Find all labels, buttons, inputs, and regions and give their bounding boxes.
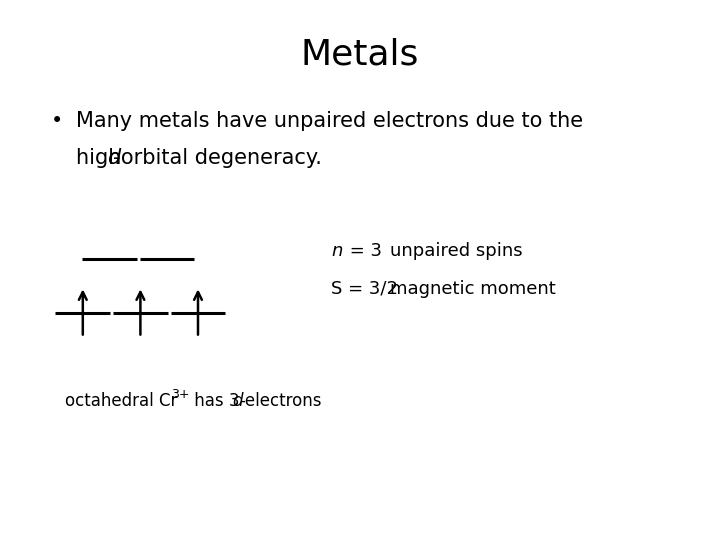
Text: n: n — [331, 242, 343, 260]
Text: -electrons: -electrons — [239, 393, 322, 410]
Text: •: • — [50, 111, 63, 131]
Text: d: d — [232, 393, 243, 410]
Text: d: d — [107, 148, 120, 168]
Text: high: high — [76, 148, 127, 168]
Text: unpaired spins: unpaired spins — [390, 242, 523, 260]
Text: -orbital degeneracy.: -orbital degeneracy. — [113, 148, 322, 168]
Text: Many metals have unpaired electrons due to the: Many metals have unpaired electrons due … — [76, 111, 582, 131]
Text: high: high — [76, 148, 127, 168]
Text: 3+: 3+ — [171, 388, 190, 401]
Text: = 3: = 3 — [344, 242, 382, 260]
Text: S = 3/2: S = 3/2 — [331, 280, 398, 298]
Text: magnetic moment: magnetic moment — [390, 280, 556, 298]
Text: octahedral Cr: octahedral Cr — [65, 393, 177, 410]
Text: Metals: Metals — [301, 38, 419, 72]
Text: has 3: has 3 — [189, 393, 245, 410]
